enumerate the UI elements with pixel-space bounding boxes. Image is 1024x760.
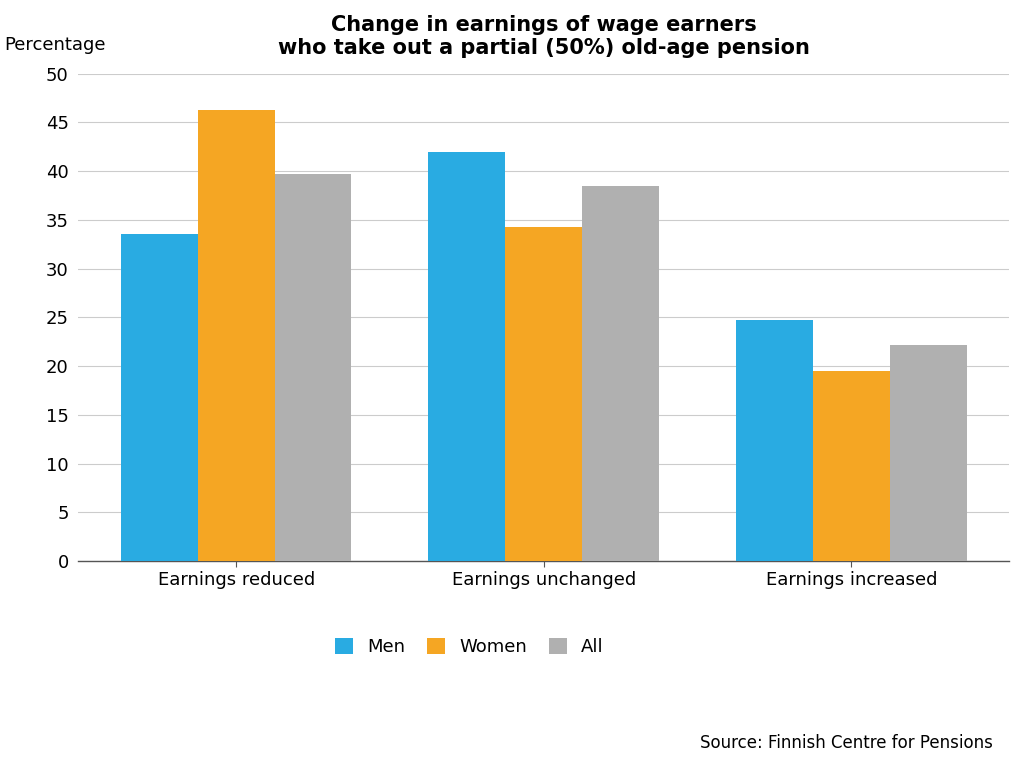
Bar xyxy=(505,226,583,561)
Bar xyxy=(890,344,967,561)
Bar xyxy=(198,109,274,561)
Legend: Men, Women, All: Men, Women, All xyxy=(326,629,613,665)
Bar xyxy=(583,185,659,561)
Title: Change in earnings of wage earners
who take out a partial (50%) old-age pension: Change in earnings of wage earners who t… xyxy=(278,15,810,59)
Bar xyxy=(736,320,813,561)
Bar xyxy=(428,152,505,561)
Text: Percentage: Percentage xyxy=(4,36,105,54)
Bar xyxy=(274,174,351,561)
Text: Source: Finnish Centre for Pensions: Source: Finnish Centre for Pensions xyxy=(700,734,993,752)
Bar xyxy=(121,235,198,561)
Bar xyxy=(813,371,890,561)
